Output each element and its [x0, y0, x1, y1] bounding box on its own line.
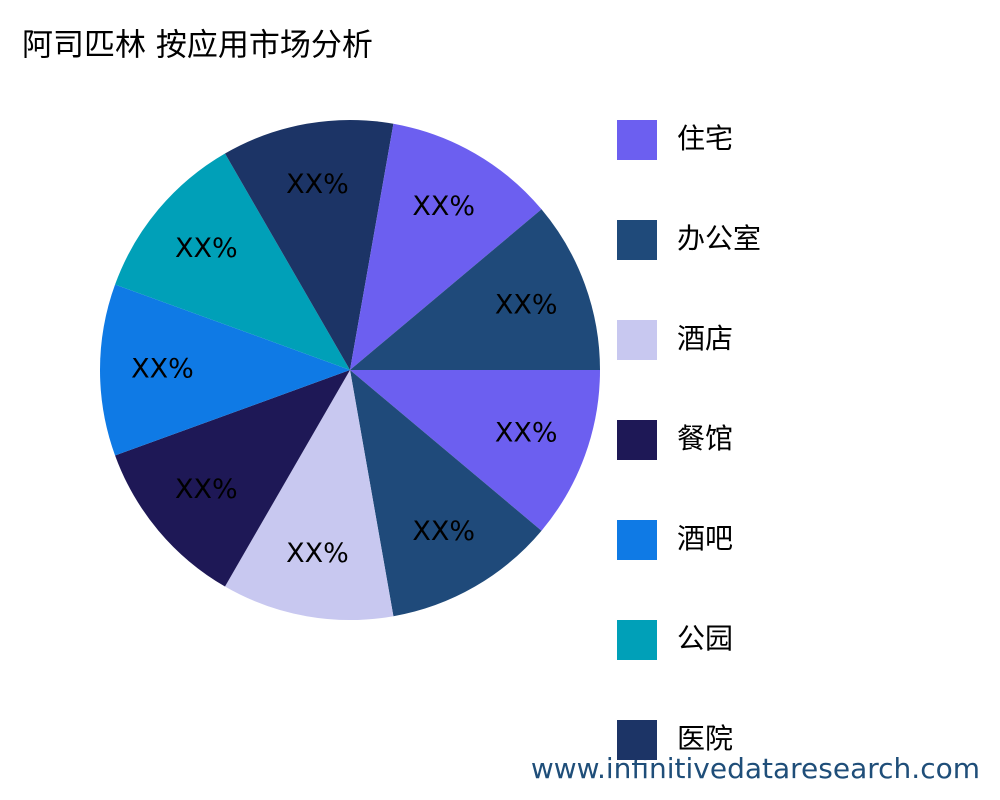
legend-label: 公园 — [677, 622, 733, 655]
slice-label: XX% — [286, 169, 349, 200]
pie-slice — [99, 284, 350, 456]
pie-slice — [350, 123, 542, 370]
legend-label: 酒店 — [677, 322, 733, 355]
slice-label: XX% — [495, 289, 558, 320]
slice-label: XX% — [131, 354, 194, 385]
legend-swatch — [617, 320, 657, 360]
legend-label: 住宅 — [677, 122, 733, 155]
slice-label: XX% — [175, 474, 238, 505]
slice-label: XX% — [412, 516, 475, 547]
watermark: www.infinitivedataresearch.com — [531, 752, 980, 785]
legend-swatch — [617, 720, 657, 760]
pie-slice — [225, 370, 394, 621]
slice-label: XX% — [495, 418, 558, 449]
pie-slice — [225, 120, 394, 371]
legend-swatch — [617, 520, 657, 560]
legend-label: 医院 — [677, 722, 733, 755]
slice-label: XX% — [286, 538, 349, 569]
legend-swatch — [617, 420, 657, 460]
pie-slice — [115, 370, 350, 587]
slice-label: XX% — [175, 233, 238, 264]
legend-label: 酒吧 — [677, 522, 733, 555]
legend-label: 餐馆 — [677, 422, 733, 455]
pie-slice — [115, 153, 350, 370]
slice-label: XX% — [412, 191, 475, 222]
legend-label: 办公室 — [677, 222, 761, 255]
pie-slice — [350, 370, 542, 617]
legend-swatch — [617, 120, 657, 160]
legend-swatch — [617, 620, 657, 660]
pie-slice — [350, 209, 600, 370]
legend-swatch — [617, 220, 657, 260]
chart-title: 阿司匹林 按应用市场分析 — [22, 28, 373, 64]
pie-slice — [350, 370, 600, 531]
